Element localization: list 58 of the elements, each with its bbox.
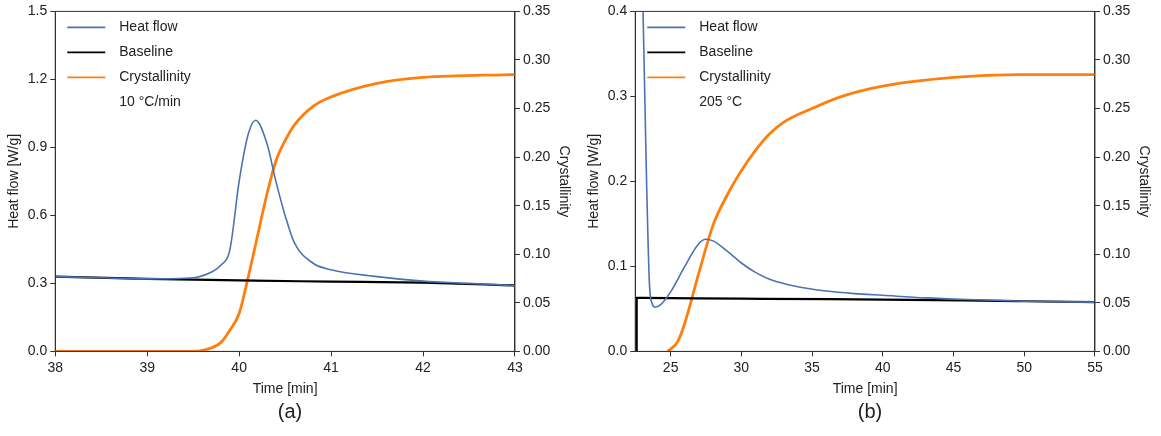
x-tick-label: 38 (47, 358, 64, 375)
y-tick-label: 0.0 (607, 342, 628, 359)
y-tick-label: 0.9 (27, 138, 48, 155)
y2-tick-label: 0.25 (522, 99, 551, 116)
y2-tick-label: 0.10 (522, 245, 551, 262)
legend-label: Baseline (699, 43, 754, 60)
x-tick-label: 40 (875, 358, 891, 375)
y-tick-label: 0.3 (607, 87, 628, 104)
x-tick-label: 40 (231, 358, 248, 375)
legend-label: Crystallinity (119, 68, 191, 85)
legend-label: Heat flow (119, 18, 179, 35)
x-tick-label: 55 (1087, 358, 1103, 375)
y2-tick-label: 0.05 (1102, 293, 1131, 310)
y2-tick-label: 0.30 (522, 50, 551, 67)
text: (b) (857, 400, 883, 423)
y2-tick-label: 0.15 (522, 196, 551, 213)
legend-label: Baseline (119, 43, 174, 60)
text: (a) (277, 400, 303, 423)
y-axis-title: Heat flow [W/g] (585, 133, 602, 229)
x-tick-label: 25 (662, 358, 679, 375)
legend-label: Heat flow (699, 18, 759, 35)
legend-label: Crystallinity (699, 68, 771, 85)
x-tick-label: 50 (1016, 358, 1033, 375)
y2-tick-label: 0.35 (522, 2, 551, 19)
y2-tick-label: 0.35 (1102, 2, 1131, 19)
annotation: 205 °C (699, 93, 743, 110)
y-tick-label: 0.6 (27, 206, 48, 223)
x-axis-title: Time [min] (832, 380, 898, 397)
y2-tick-label: 0.15 (1102, 196, 1131, 213)
y2-tick-label: 0.00 (1102, 342, 1131, 359)
y-tick-label: 0.1 (607, 257, 628, 274)
x-tick-label: 42 (415, 358, 432, 375)
y-tick-label: 0.2 (607, 172, 628, 189)
y2-axis-title: Crystallinity (556, 145, 573, 218)
y-tick-label: 0.0 (27, 342, 48, 359)
line-series (642, 11, 1095, 308)
x-tick-label: 43 (507, 358, 523, 375)
annotation: 10 °C/min (119, 93, 181, 110)
x-tick-label: 41 (323, 358, 340, 375)
y2-tick-label: 0.20 (1102, 147, 1131, 164)
y2-tick-label: 0.20 (522, 147, 551, 164)
x-tick-label: 45 (945, 358, 962, 375)
y-axis-title: Heat flow [W/g] (5, 133, 22, 229)
y2-tick-label: 0.25 (1102, 99, 1131, 116)
y2-tick-label: 0.05 (522, 293, 551, 310)
y-tick-label: 0.4 (607, 2, 628, 19)
y-tick-label: 0.3 (27, 274, 48, 291)
x-tick-label: 39 (139, 358, 156, 375)
y2-axis-title: Crystallinity (1136, 145, 1153, 218)
y2-tick-label: 0.00 (522, 342, 551, 359)
x-tick-label: 30 (733, 358, 750, 375)
y2-tick-label: 0.10 (1102, 245, 1131, 262)
y2-tick-label: 0.30 (1102, 50, 1131, 67)
y-tick-label: 1.2 (27, 70, 48, 87)
x-axis-title: Time [min] (252, 380, 318, 397)
line-series (55, 119, 515, 287)
y-tick-label: 1.5 (27, 2, 48, 19)
x-tick-label: 35 (804, 358, 821, 375)
